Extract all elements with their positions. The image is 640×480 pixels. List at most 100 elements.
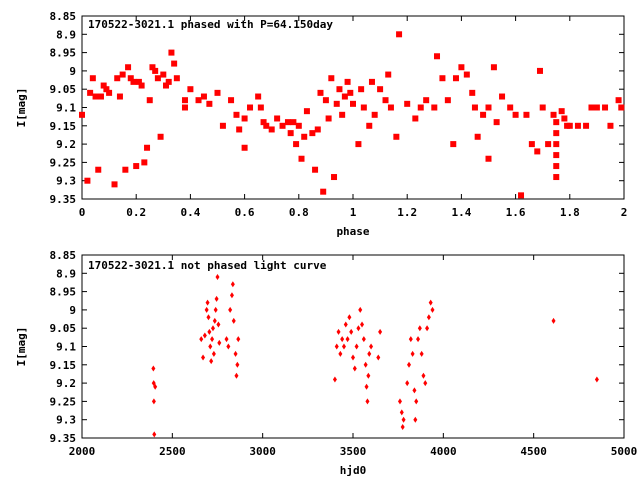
unphased-plot-title: 170522-3021.1 not phased light curve (88, 259, 327, 272)
phased-light-curve-plot: 0 0.2 0.4 0.6 0.8 1 1.2 1.4 1.6 1.8 2 8.85 8.9 8.95 9 9… (15, 10, 627, 238)
phased-data-point (331, 174, 338, 181)
unphased-x-tick-label: 3500 (340, 445, 367, 458)
unphased-data-point (428, 299, 433, 306)
unphased-data-point (228, 306, 233, 313)
unphased-data-point (208, 343, 213, 350)
phased-data-point (236, 126, 243, 133)
phased-data-point (336, 86, 343, 93)
unphased-plot-points (151, 273, 599, 438)
phased-data-point (257, 104, 264, 111)
unphased-data-point (214, 295, 219, 302)
phased-data-point (545, 141, 552, 148)
phased-data-point (450, 141, 457, 148)
phased-data-point (79, 111, 85, 118)
phased-data-point (553, 174, 560, 181)
phased-data-point (233, 111, 240, 118)
unphased-data-point (213, 306, 218, 313)
phased-data-point (92, 93, 99, 100)
phased-y-tick-label: 8.85 (50, 10, 77, 23)
unphased-data-point (356, 325, 361, 332)
unphased-data-point (361, 336, 366, 343)
phased-data-point (368, 78, 375, 85)
phased-data-point (287, 130, 294, 137)
phased-data-point (228, 97, 235, 104)
unphased-data-point (363, 361, 368, 368)
phased-y-tick-label: 9.25 (50, 156, 77, 169)
phased-data-point (295, 122, 302, 129)
unphased-data-point (151, 365, 156, 372)
unphased-data-point (345, 336, 350, 343)
unphased-data-point (201, 354, 206, 361)
unphased-y-tick-label: 8.85 (50, 249, 77, 262)
phased-data-point (144, 144, 151, 151)
phased-data-point (485, 104, 492, 111)
phased-data-point (181, 104, 188, 111)
phased-data-point (154, 75, 161, 82)
phased-y-tick-label: 9 (69, 65, 76, 78)
unphased-y-tick-label: 8.95 (50, 286, 77, 299)
unphased-data-point (341, 343, 346, 350)
unphased-data-point (211, 350, 216, 357)
phased-data-point (95, 166, 102, 173)
phased-x-tick-label: 1.4 (451, 206, 471, 219)
unphased-data-point (224, 336, 229, 343)
phased-data-point (377, 86, 384, 93)
phased-data-point (493, 119, 500, 126)
unphased-data-point (351, 354, 355, 361)
unphased-x-tick-label: 4000 (430, 445, 457, 458)
unphased-data-point (338, 350, 343, 357)
phased-data-point (100, 82, 107, 89)
phased-data-point (615, 97, 622, 104)
phased-data-point (290, 119, 297, 126)
phased-data-point (550, 111, 557, 118)
unphased-data-point (230, 281, 235, 288)
phased-data-point (485, 155, 492, 162)
unphased-data-point (217, 339, 222, 346)
phased-data-point (173, 75, 180, 82)
phased-data-point (439, 75, 446, 82)
unphased-data-point (419, 350, 424, 357)
phased-data-point (396, 31, 403, 38)
unphased-data-point (215, 273, 220, 280)
phased-data-point (471, 104, 478, 111)
unphased-data-point (151, 398, 156, 405)
phased-data-point (431, 104, 438, 111)
unphased-data-point (365, 398, 370, 405)
phased-data-point (133, 163, 140, 170)
phased-x-tick-label: 0.6 (235, 206, 255, 219)
unphased-data-point (210, 325, 215, 332)
phased-data-point (149, 64, 156, 71)
unphased-data-point (207, 328, 212, 335)
unphased-data-point (216, 321, 221, 328)
phased-data-point (518, 192, 525, 199)
phased-data-point (463, 71, 470, 78)
phased-data-point (116, 93, 123, 100)
phased-data-point (480, 111, 487, 118)
unphased-data-point (401, 416, 406, 423)
phased-data-point (588, 104, 595, 111)
unphased-light-curve-plot: 2000 2500 3000 3500 4000 4500 5000 8.85 8.9 8.95 9… (15, 249, 637, 477)
phased-data-point (314, 126, 321, 133)
phased-data-point (119, 71, 126, 78)
phased-data-point (200, 93, 207, 100)
unphased-y-tick-label: 9 (69, 304, 76, 317)
unphased-data-point (417, 325, 422, 332)
unphased-data-point (235, 361, 240, 368)
phased-data-point (279, 122, 286, 129)
unphased-data-point (152, 431, 157, 438)
phased-data-point (366, 122, 373, 129)
phased-data-point (163, 82, 170, 89)
phased-y-tick-label: 9.2 (56, 138, 76, 151)
phased-data-point (607, 122, 614, 129)
phased-data-point (301, 133, 308, 140)
phased-data-point (111, 181, 118, 188)
unphased-plot-y-axis-label: I[mag] (15, 327, 28, 367)
phased-data-point (328, 75, 335, 82)
phased-data-point (523, 111, 530, 118)
phased-data-point (553, 163, 560, 170)
unphased-data-point (202, 332, 207, 339)
phased-data-point (602, 104, 609, 111)
phased-data-point (371, 111, 378, 118)
